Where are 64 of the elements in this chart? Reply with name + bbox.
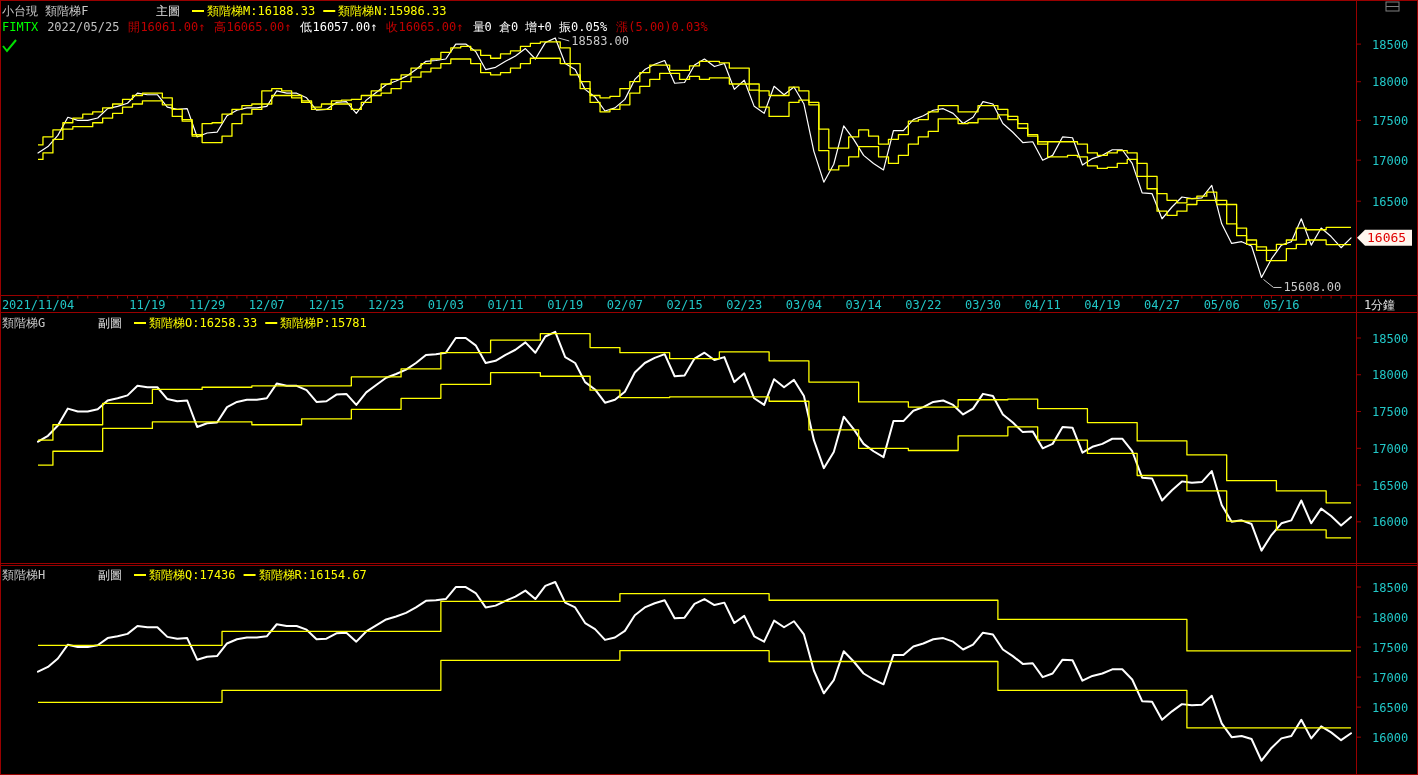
- x-tick-label: 01/19: [547, 298, 584, 312]
- x-tick-label: 03/14: [845, 298, 882, 312]
- legend-label: 類階梯R:16154.67: [258, 568, 367, 582]
- annotation: 18583.00: [571, 33, 630, 48]
- x-tick-label: 02/15: [666, 298, 703, 312]
- legend-label: 類階梯N:15986.33: [338, 4, 447, 18]
- y-tick-label: 18000: [1372, 610, 1409, 625]
- chart-subtitle: 主圖: [156, 4, 180, 18]
- y-tick-label: 16000: [1372, 515, 1409, 530]
- y-tick-label: 18500: [1372, 37, 1409, 52]
- x-tick-label: 02/07: [606, 298, 643, 312]
- chart-subtitle: 副圖: [98, 316, 122, 330]
- text: 16065: [1367, 230, 1407, 246]
- y-tick-label: 17000: [1372, 153, 1409, 168]
- legend-label: 類階梯Q:17436: [149, 568, 236, 582]
- annotation: 量0 倉0 增+0 振0.05%: [472, 20, 608, 34]
- annotation: 高16065.00↑: [214, 20, 292, 34]
- x-tick-label: 03/30: [964, 298, 1002, 312]
- y-tick-label: 17500: [1372, 640, 1409, 655]
- x-tick-label: 05/06: [1203, 298, 1240, 312]
- x-tick-label: 12/15: [308, 298, 345, 312]
- legend-label: 類階梯P:15781: [280, 316, 367, 330]
- x-tick-label: 01/03: [427, 298, 464, 312]
- y-tick-label: 16500: [1372, 700, 1409, 715]
- y-tick-label: 16000: [1372, 730, 1409, 745]
- legend-label: 類階梯M:16188.33: [207, 4, 316, 18]
- y-tick-label: 16500: [1372, 478, 1409, 493]
- line-series: [37, 330, 1353, 552]
- chart-subtitle: 副圖: [98, 568, 122, 582]
- x-tick-label: 12/07: [248, 298, 285, 312]
- annotation: 收16065.00↑: [386, 20, 464, 34]
- annotation: FIMTX: [2, 20, 39, 34]
- chart-title: 類階梯G: [2, 316, 46, 330]
- y-tick-label: 18500: [1372, 580, 1409, 595]
- y-tick-label: 16500: [1372, 194, 1409, 209]
- y-tick-label: 17500: [1372, 405, 1409, 420]
- y-tick-label: 18500: [1372, 331, 1409, 346]
- x-tick-label: 04/11: [1024, 298, 1061, 312]
- y-tick-label: 17500: [1372, 113, 1409, 128]
- annotation: 漲(5.00)0.03%: [616, 20, 709, 34]
- x-tick-label: 04/19: [1084, 298, 1121, 312]
- legend-label: 類階梯O:16258.33: [149, 316, 258, 330]
- x-tick-label: 02/23: [726, 298, 763, 312]
- chart-title: 小台現 類階梯F: [2, 4, 89, 18]
- annotation: 2022/05/25: [47, 20, 120, 34]
- x-tick-label: 12/23: [368, 298, 405, 312]
- x-tick-label: 2021/11/04: [1, 298, 75, 312]
- y-tick-label: 18000: [1372, 75, 1409, 90]
- chart-title: 類階梯H: [2, 568, 46, 582]
- x-tick-label: 05/16: [1263, 298, 1300, 312]
- line-series: [37, 581, 1353, 762]
- x-tick-label: 11/19: [129, 298, 166, 312]
- annotation: 低16057.00↑: [300, 20, 378, 34]
- y-tick-label: 17000: [1372, 670, 1409, 685]
- y-tick-label: 18000: [1372, 368, 1409, 383]
- annotation: 開16061.00↑: [128, 20, 206, 34]
- x-tick-label: 11/29: [189, 298, 226, 312]
- x-tick-label: 01/11: [487, 298, 524, 312]
- y-tick-label: 17000: [1372, 441, 1409, 456]
- annotation: 15608.00: [1283, 280, 1342, 295]
- x-tick-label: 03/04: [785, 298, 822, 312]
- x-tick-label: 04/27: [1143, 298, 1181, 312]
- x-tick-label: 03/22: [905, 298, 942, 312]
- x-axis-title: 1分鐘: [1364, 298, 1396, 312]
